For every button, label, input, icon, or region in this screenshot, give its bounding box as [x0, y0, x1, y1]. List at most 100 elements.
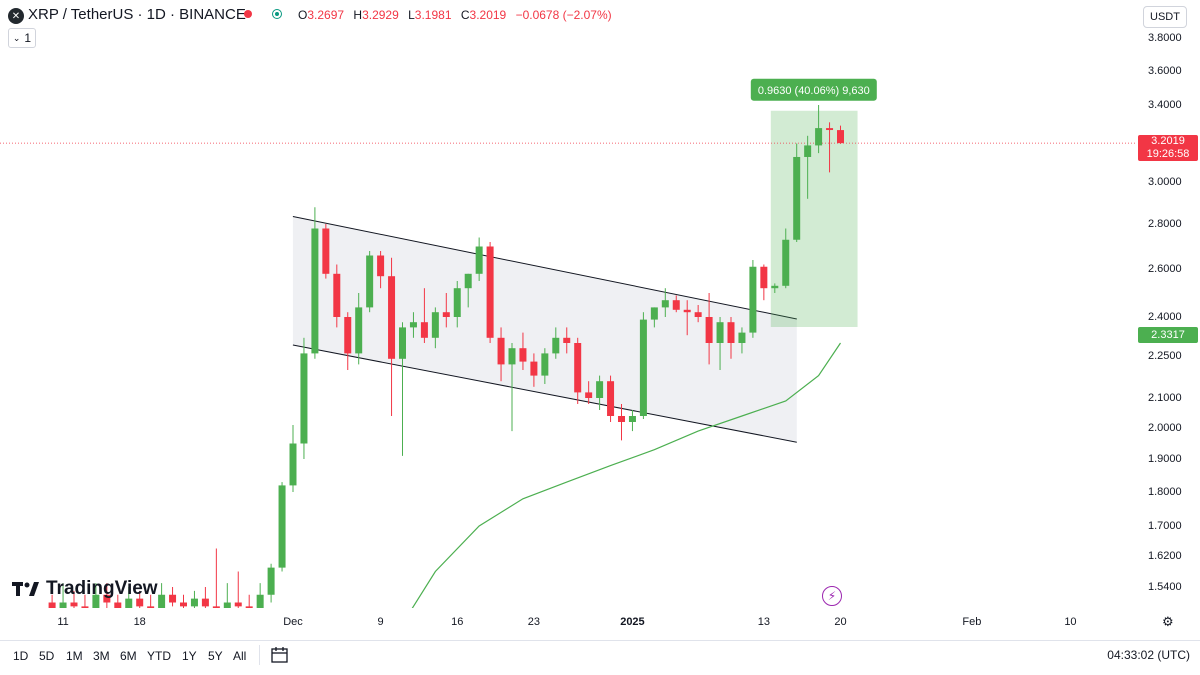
- candle-body-26: [333, 273, 341, 317]
- channel-fill: [292, 216, 797, 443]
- candle-body-52: [618, 416, 625, 422]
- time-axis-label: 2025: [620, 616, 645, 628]
- candle-body-27: [344, 317, 352, 354]
- candle-body-42: [508, 348, 516, 365]
- candle-body-61: [716, 322, 724, 343]
- symbol-title[interactable]: XRP / TetherUS · 1D · BINANCE: [28, 6, 246, 23]
- price-axis-label: 1.7000: [1148, 520, 1182, 532]
- candle-body-47: [563, 337, 571, 343]
- candle-body-69: [804, 145, 812, 157]
- price-axis-label: 1.9000: [1148, 453, 1182, 465]
- measure-label: 0.9630 (40.06%) 9,630: [758, 85, 870, 97]
- range-all-button[interactable]: All: [233, 649, 247, 663]
- currency-selector[interactable]: USDT: [1143, 6, 1187, 28]
- time-axis[interactable]: 11 18 Dec 9 16 23 2025 13 20 Feb 10: [0, 608, 1200, 634]
- candle-body-70: [815, 128, 823, 146]
- candle-body-58: [683, 309, 691, 313]
- ohlc-high-key: H: [353, 8, 363, 22]
- range-6m-button[interactable]: 6M: [120, 649, 137, 663]
- tradingview-watermark[interactable]: TradingView: [12, 578, 158, 600]
- range-3m-button[interactable]: 3M: [93, 649, 110, 663]
- candle-body-60: [705, 317, 713, 343]
- live-data-indicator-icon: [272, 9, 282, 19]
- price-axis-label: 2.2500: [1148, 350, 1182, 362]
- candle-body-54: [639, 319, 647, 416]
- candle-body-18: [245, 606, 253, 608]
- ohlc-change: −0.0678 (−2.07%): [515, 8, 612, 22]
- candle-body-49: [585, 392, 593, 398]
- candle-body-29: [366, 255, 374, 308]
- candle-body-32: [399, 327, 406, 359]
- candle-body-63: [738, 332, 746, 343]
- price-axis-label: 1.6200: [1148, 550, 1182, 562]
- candle-body-13: [190, 598, 198, 607]
- candle-body-33: [409, 322, 417, 328]
- candle-body-12: [180, 602, 187, 607]
- calendar-range-icon[interactable]: [270, 646, 290, 664]
- price-axis[interactable]: 3.8000 3.6000 3.4000 3.0000 2.8000 2.6000 2.40…: [1136, 0, 1200, 630]
- candle-body-50: [596, 381, 604, 398]
- candle-body-17: [234, 602, 242, 607]
- ohlc-open-key: O: [298, 8, 308, 22]
- ma-value-tag: 2.3317: [1138, 326, 1198, 343]
- range-1y-button[interactable]: 1Y: [182, 649, 197, 663]
- candle-body-41: [497, 337, 505, 365]
- candle-body-9: [147, 606, 155, 608]
- candle-body-35: [431, 312, 439, 338]
- gear-icon[interactable]: ⚙: [1162, 614, 1174, 629]
- measure-box: [770, 110, 858, 328]
- price-axis-label: 3.6000: [1148, 65, 1182, 77]
- price-axis-label: 3.8000: [1148, 32, 1182, 44]
- last-price-value: 3.2019: [1151, 135, 1185, 148]
- candle-body-11: [169, 594, 177, 603]
- range-1d-button[interactable]: 1D: [13, 649, 29, 663]
- lightning-icon[interactable]: ⚡: [822, 586, 842, 606]
- ohlc-low-key: L: [408, 8, 415, 22]
- candle-body-40: [486, 246, 494, 338]
- channel-upper-line: [292, 216, 797, 320]
- candle-body-23: [300, 353, 308, 444]
- price-axis-label: 3.4000: [1148, 99, 1182, 111]
- candle-body-30: [377, 255, 385, 277]
- candle-body-1: [59, 602, 67, 608]
- candle-body-43: [519, 348, 527, 362]
- chevron-down-icon: ⌄: [12, 32, 21, 43]
- candle-body-44: [530, 361, 538, 376]
- time-axis-label: 20: [834, 616, 847, 628]
- range-1m-button[interactable]: 1M: [66, 649, 83, 663]
- candle-body-39: [475, 246, 483, 274]
- ohlc-high-value: 3.2929: [362, 8, 399, 22]
- candle-body-57: [672, 300, 680, 310]
- time-axis-label: Dec: [283, 616, 303, 628]
- range-ytd-button[interactable]: YTD: [147, 649, 171, 663]
- time-axis-label: 13: [757, 616, 770, 628]
- indicators-toggle-button[interactable]: ⌄ 1: [8, 28, 36, 48]
- bottom-toolbar: 1D 5D 1M 3M 6M YTD 1Y 5Y All: [0, 640, 1200, 671]
- range-5d-button[interactable]: 5D: [39, 649, 55, 663]
- measure-label-bg: [750, 78, 877, 101]
- ohlc-close-value: 3.2019: [469, 8, 507, 22]
- price-axis-label: 2.0000: [1148, 422, 1182, 434]
- xrp-icon: ✕: [8, 8, 24, 24]
- price-axis-label: 1.8000: [1148, 486, 1182, 498]
- candle-body-16: [223, 602, 231, 608]
- candle-body-3: [81, 606, 89, 608]
- candle-body-37: [453, 288, 461, 317]
- tradingview-wordmark: TradingView: [46, 578, 158, 599]
- time-axis-label: 23: [527, 616, 541, 628]
- indicator-count: 1: [24, 31, 32, 45]
- candle-body-14: [201, 598, 209, 607]
- ohlc-low-value: 3.1981: [414, 8, 452, 22]
- price-chart[interactable]: 0.9630 (40.06%) 9,630: [0, 0, 1136, 608]
- candle-body-6: [114, 602, 122, 608]
- price-axis-label: 2.1000: [1148, 392, 1182, 404]
- utc-clock[interactable]: 04:33:02 (UTC): [1107, 648, 1190, 662]
- candle-body-7: [125, 598, 133, 608]
- candle-body-51: [607, 381, 615, 416]
- price-axis-label: 2.8000: [1148, 218, 1182, 230]
- candle-body-68: [793, 156, 801, 240]
- candle-body-72: [837, 130, 844, 144]
- candle-body-22: [289, 443, 297, 486]
- ohlc-open-value: 3.2697: [307, 8, 345, 22]
- range-5y-button[interactable]: 5Y: [208, 649, 223, 663]
